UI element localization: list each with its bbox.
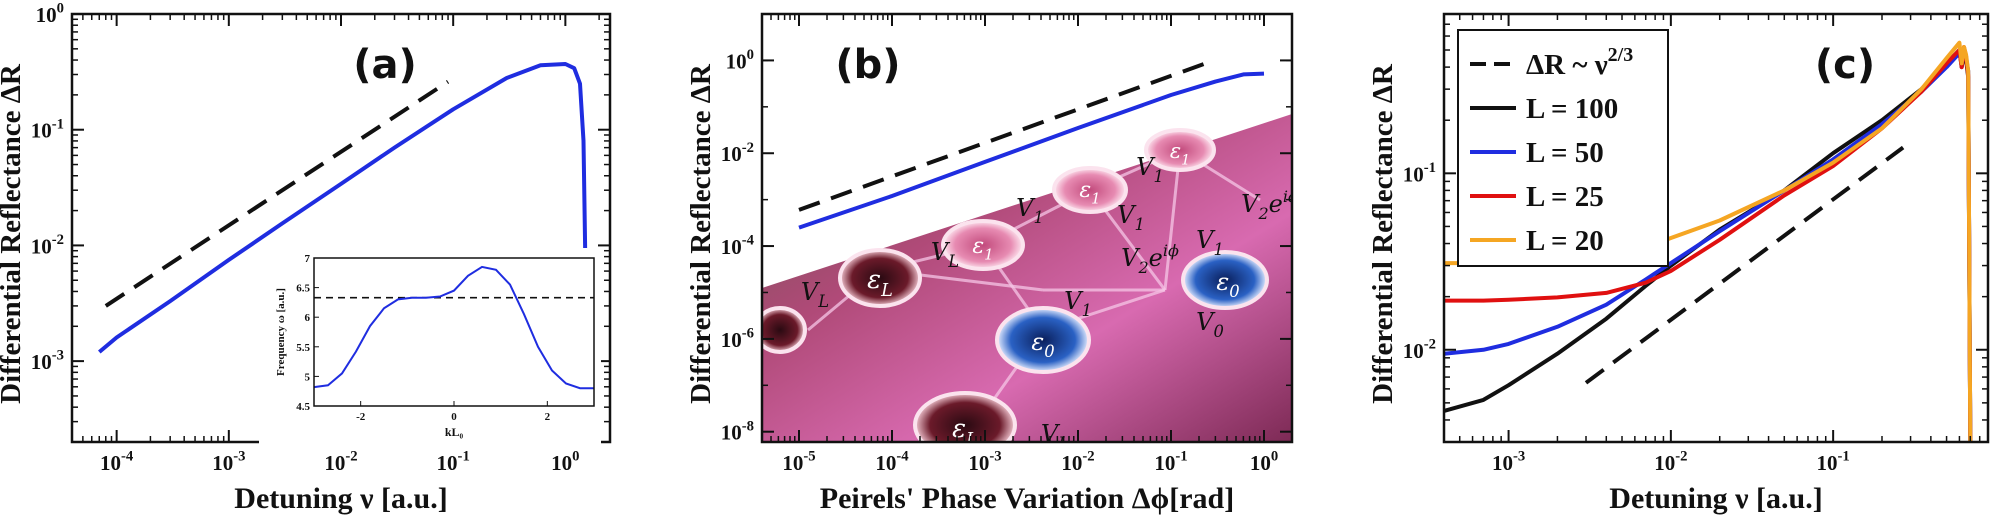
lattice-bond (1163, 149, 1182, 291)
y-tick-label: 10-2 (31, 232, 64, 258)
y-tick-label: 10-1 (31, 116, 64, 142)
panel-label: (c) (1815, 42, 1875, 88)
coupling-label-V2-phase: V2eiϕ (1121, 241, 1179, 277)
panel-label: (b) (835, 42, 900, 88)
reflectance-curve (98, 62, 589, 442)
site-label-epsilon-L: εL (952, 414, 978, 450)
x-tick-label: 10-4 (100, 449, 134, 475)
inset-x-tick-label: -2 (356, 411, 366, 423)
coupling-label-V-L: VL (801, 278, 829, 311)
x-tick-label: 100 (1250, 449, 1278, 475)
site-epsilon-0-pod (1181, 250, 1269, 310)
coupling-label-V-L: VL (931, 238, 959, 271)
series-group (798, 60, 1265, 230)
x-tick-label: 10-2 (1061, 449, 1094, 475)
y-tick-label: 10-2 (721, 140, 754, 166)
reflectance-curve (798, 71, 1265, 230)
x-tick-label: 10-2 (1654, 449, 1687, 475)
illustration-sheet (762, 114, 1292, 442)
site-epsilon-L-pod (762, 306, 807, 354)
site-label-epsilon-1: ε1 (1170, 139, 1190, 168)
y-tick-label: 10-2 (1403, 336, 1436, 362)
y-tick-label: 10-8 (721, 418, 754, 444)
coupling-label-V-1: V1 (1136, 153, 1164, 186)
x-tick-label: 10-1 (1154, 449, 1187, 475)
legend-box (1457, 29, 1669, 267)
inset-x-axis-label: kL₀ (445, 425, 464, 439)
legend-entry-label: L = 20 (1526, 225, 1604, 257)
inset-x-tick-label: 0 (451, 411, 457, 423)
legend-entry-label: L = 25 (1526, 181, 1604, 213)
x-tick-label: 100 (551, 449, 579, 475)
site-epsilon-1-pod (1144, 128, 1216, 172)
site-label-epsilon-1: ε1 (972, 234, 993, 264)
site-epsilon-0-pod (995, 306, 1091, 374)
legend: ΔR ~ ν2/3 L = 100 L = 50 L = 25 L = 20 (1457, 29, 1669, 267)
y-tick-label: 10-6 (721, 325, 754, 351)
x-tick-label: 10-1 (437, 449, 470, 475)
x-axis-label: Detuning ν [a.u.] (1609, 482, 1822, 515)
legend-entry-label: ΔR ~ ν2/3 (1526, 44, 1633, 81)
inset-y-axis-label: Frequency ω [a.u.] (275, 288, 287, 376)
y-axis-label: Differential Reflectance ΔR (0, 63, 27, 404)
x-axis-label: Peirels' Phase Variation Δϕ[rad] (820, 482, 1234, 515)
legend-entry-label: L = 50 (1526, 137, 1604, 169)
inset-chart: -2 0 2 4.5 5 5.5 6 6.5 7 kL₀ Frequency ω [a.u.] (259, 248, 601, 444)
plot-frame (1442, 12, 1990, 444)
coupling-label-V-1: V1 (1016, 194, 1044, 227)
x-tick-label: 10-3 (968, 449, 1001, 475)
power-law-guide-line (798, 60, 1209, 212)
y-tick-label: 100 (726, 47, 754, 73)
coupling-label-V-0: V0 (1196, 308, 1224, 341)
site-epsilon-1-pod (1052, 166, 1128, 214)
site-label-epsilon-0: ε0 (1031, 328, 1054, 361)
y-axis-label: Differential Reflectance ΔR (1367, 63, 1399, 404)
site-label-epsilon-0: ε0 (1216, 268, 1239, 301)
inset-y-tick-label: 5.5 (296, 342, 310, 354)
coupling-label-V-1: V1 (1064, 287, 1092, 320)
y-tick-label: 100 (36, 1, 64, 27)
x-tick-label: 10-4 (875, 449, 909, 475)
inset-x-tick-label: 2 (545, 411, 551, 423)
site-label-epsilon-L: εL (867, 265, 893, 301)
inset-dispersion-curve (313, 265, 594, 390)
x-tick-label: 10-2 (324, 449, 357, 475)
inset-y-tick-label: 6 (305, 312, 311, 324)
inset-background (259, 248, 601, 444)
x-tick-label: 10-5 (782, 449, 815, 475)
x-tick-label: 10-3 (1492, 449, 1525, 475)
legend-entry-label: L = 100 (1526, 93, 1618, 125)
plot-frame (760, 12, 1294, 444)
panel-c: 10-3 10-2 10-1 10-2 10-1 Detuning ν [a.u.] Dif… (1367, 12, 1990, 515)
coupling-label-V-1: V1 (1117, 201, 1145, 234)
site-label-epsilon-1: ε1 (1079, 178, 1100, 208)
x-axis-label: Detuning ν [a.u.] (234, 482, 447, 515)
inset-y-tick-label: 5 (305, 371, 311, 383)
y-tick-label: 10-3 (31, 348, 64, 374)
y-tick-label: 10-1 (1403, 160, 1436, 186)
series-group (98, 62, 589, 442)
site-epsilon-L-pod (913, 391, 1017, 442)
coupling-label-V2-phase: V2eiϕ (1241, 187, 1299, 223)
site-epsilon-1-pod (941, 219, 1025, 271)
panel-label: (a) (353, 42, 417, 88)
inset-y-tick-label: 4.5 (296, 401, 310, 413)
y-axis-label: Differential Reflectance ΔR (685, 63, 717, 404)
x-tick-label: 10-3 (212, 449, 245, 475)
inset-y-tick-label: 7 (305, 253, 311, 265)
power-law-guide-line (104, 80, 450, 308)
x-tick-label: 10-1 (1817, 449, 1850, 475)
y-tick-label: 10-4 (721, 233, 755, 259)
site-epsilon-L-pod (838, 248, 922, 308)
panel-a: 10-4 10-3 10-2 10-1 100 10-3 10-2 10-1 100 Detuni… (0, 1, 612, 515)
coupling-label-V-1: V1 (1196, 226, 1224, 259)
inset-y-tick-label: 6.5 (296, 283, 310, 295)
